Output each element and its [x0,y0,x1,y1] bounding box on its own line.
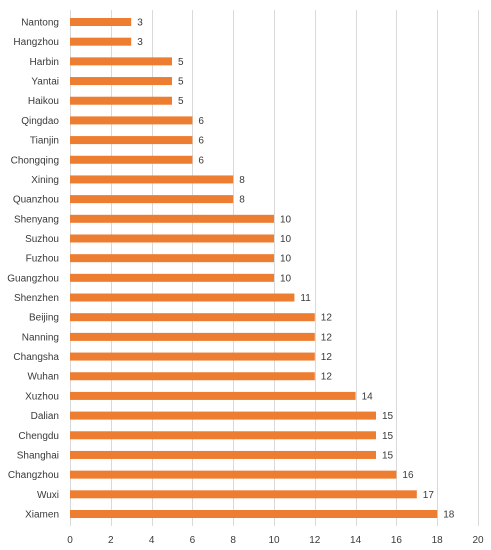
x-tick-label: 14 [350,535,362,546]
bar-beijing [70,313,315,322]
category-label: Guangzhou [7,273,59,284]
category-label: Shenyang [14,214,59,225]
category-label: Suzhou [25,234,59,245]
category-label: Tianjin [30,136,59,147]
data-label: 8 [239,175,245,186]
x-tick-label: 4 [149,535,155,546]
category-label: Xiamen [25,510,59,521]
data-label: 10 [280,234,292,245]
category-label: Fuzhou [26,254,59,265]
x-tick-label: 2 [108,535,114,546]
bar-guangzhou [70,273,274,282]
category-labels: Nantong Hangzhou Harbin Yantai Haikou Qingdao… [7,18,59,521]
category-label: Chongqing [11,155,59,166]
category-label: Hangzhou [13,37,59,48]
data-label: 17 [423,490,435,501]
data-label: 10 [280,254,292,265]
category-label: Wuxi [37,490,59,501]
category-label: Qingdao [21,116,59,127]
bar-changsha [70,352,315,361]
data-label: 3 [137,37,143,48]
bar-yantai [70,77,172,86]
bar-hangzhou [70,37,132,46]
data-label: 15 [382,431,394,442]
data-label: 5 [178,57,184,68]
bar-qingdao [70,116,193,125]
category-label: Xuzhou [25,391,59,402]
data-label: 5 [178,77,184,88]
category-label: Changzhou [8,470,59,481]
bar-shanghai [70,450,376,459]
category-label: Wuhan [27,372,59,383]
x-axis-ticks: 0 2 4 6 8 10 12 14 16 18 20 [67,535,484,546]
bar-changzhou [70,470,397,479]
category-label: Xining [31,175,59,186]
grid-lines [70,10,479,526]
bar-fuzhou [70,254,274,263]
data-label: 12 [321,352,333,363]
x-tick-label: 16 [391,535,403,546]
x-tick-label: 10 [268,535,280,546]
data-label: 6 [198,155,204,166]
bar-nanning [70,332,315,341]
bar-dalian [70,411,376,420]
data-label: 8 [239,195,245,206]
category-label: Beijing [29,313,59,324]
category-label: Haikou [28,96,59,107]
bar-shenyang [70,214,274,223]
data-label: 15 [382,450,394,461]
x-tick-label: 18 [432,535,444,546]
x-tick-label: 12 [309,535,321,546]
category-label: Shanghai [17,450,59,461]
data-label: 12 [321,313,333,324]
data-label: 14 [362,391,374,402]
data-label: 5 [178,96,184,107]
category-label: Nanning [22,332,59,343]
category-label: Yantai [31,77,59,88]
data-label: 16 [402,470,414,481]
category-label: Quanzhou [13,195,59,206]
category-label: Nantong [21,18,59,29]
bar-xining [70,175,234,184]
bar-tianjin [70,136,193,145]
category-label: Chengdu [18,431,59,442]
data-label: 6 [198,116,204,127]
x-tick-label: 0 [67,535,73,546]
value-labels: 3 3 5 5 5 6 6 6 8 8 10 10 10 10 11 12 12 12 12 14 15 15 15 16 17… [137,18,455,521]
x-tick-label: 8 [230,535,236,546]
bar-wuhan [70,372,315,381]
bar-chongqing [70,155,193,164]
data-label: 11 [300,293,311,304]
x-tick-label: 6 [190,535,196,546]
data-label: 3 [137,18,143,29]
data-label: 15 [382,411,394,422]
bar-suzhou [70,234,274,243]
bar-wuxi [70,490,417,499]
data-label: 6 [198,136,204,147]
category-label: Shenzhen [14,293,59,304]
category-label: Changsha [13,352,59,363]
data-label: 10 [280,214,292,225]
bar-xuzhou [70,391,356,400]
bar-shenzhen [70,293,295,302]
category-label: Dalian [31,411,59,422]
bar-chengdu [70,431,376,440]
bar-harbin [70,57,172,66]
data-label: 12 [321,332,333,343]
bars [70,18,438,518]
bar-quanzhou [70,195,234,204]
data-label: 18 [443,510,455,521]
data-label: 10 [280,273,292,284]
x-tick-label: 20 [472,535,484,546]
bar-nantong [70,18,132,26]
category-label: Harbin [30,57,59,68]
bar-xiamen [70,510,438,518]
data-label: 12 [321,372,333,383]
bar-haikou [70,96,172,105]
